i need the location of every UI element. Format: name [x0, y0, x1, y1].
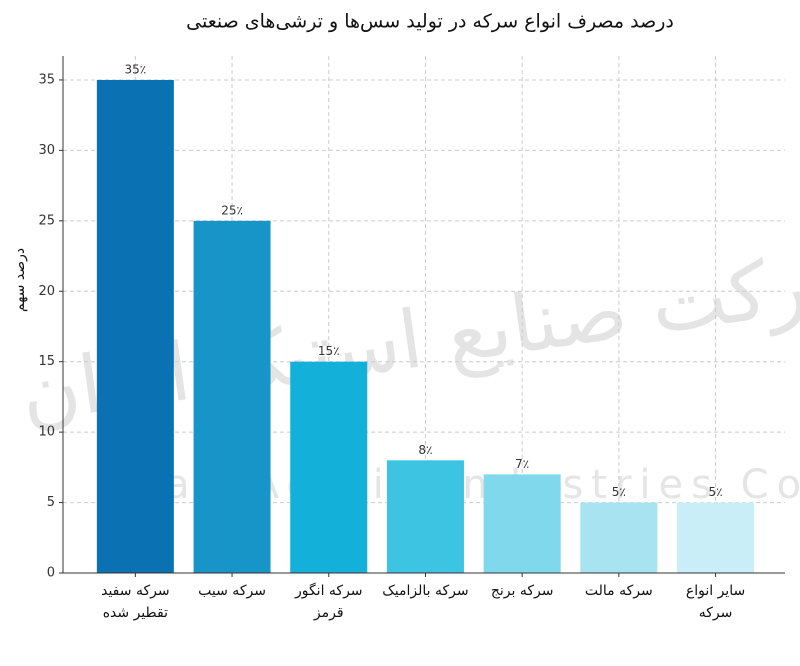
value-label: 35٪: [124, 62, 146, 76]
y-tick-label: 20: [38, 284, 55, 299]
y-tick-label: 25: [38, 213, 55, 228]
y-tick-label: 30: [38, 143, 55, 158]
y-tick-label: 15: [38, 354, 55, 369]
bar: [96, 79, 174, 573]
value-label: 25٪: [221, 203, 243, 217]
x-tick-label: سرکه بالزامیک: [382, 583, 469, 599]
x-tick-label: سرکه سیب: [198, 583, 266, 599]
value-label: 15٪: [318, 344, 340, 358]
x-tick-label: سرکه مالت: [584, 583, 653, 599]
value-label: 5٪: [709, 485, 723, 499]
bar: [386, 460, 464, 573]
chart-title: درصد مصرف انواع سرکه در تولید سس‌ها و تر…: [186, 11, 674, 33]
y-axis-label: درصد سهم: [12, 248, 28, 312]
x-tick-label: سایر انواع سرکه: [685, 583, 746, 621]
y-tick-label: 0: [47, 566, 55, 581]
value-label: 5٪: [612, 485, 626, 499]
y-tick-label: 5: [47, 495, 55, 510]
x-tick-label: سرکه انگور قرمز: [294, 583, 363, 621]
x-tick-label: سرکه سفید تقطیر شده: [101, 583, 170, 621]
value-label: 8٪: [418, 443, 432, 457]
y-tick-label: 35: [38, 72, 55, 87]
x-tick-label: سرکه برنج: [490, 583, 554, 599]
bar: [483, 474, 561, 573]
bar: [193, 220, 271, 573]
value-label: 7٪: [515, 457, 529, 471]
bar: [677, 502, 755, 573]
y-tick-label: 10: [38, 425, 55, 440]
bar: [290, 361, 368, 573]
bar: [580, 502, 658, 573]
